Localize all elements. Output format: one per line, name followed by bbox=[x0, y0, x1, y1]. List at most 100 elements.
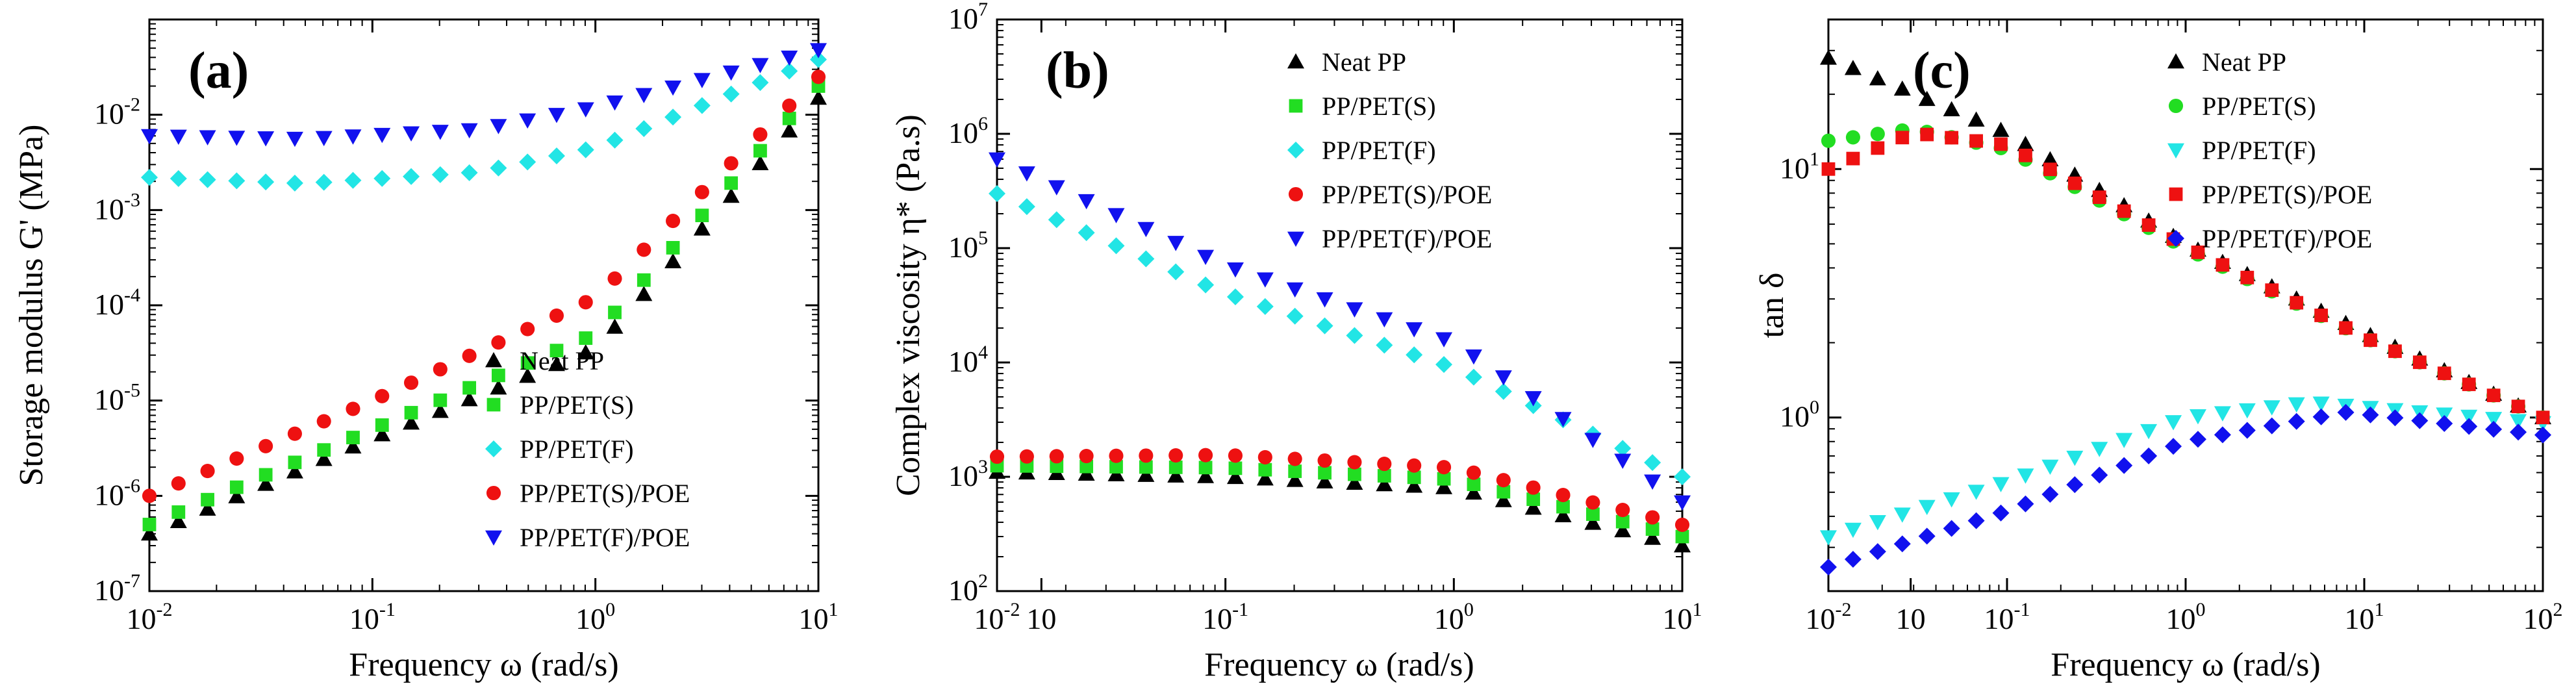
legend: Neat PP PP/PET(S) PP/PET(F) PP/PET(S)/POE PP… bbox=[2167, 47, 2372, 253]
x-tick-label: 101 bbox=[799, 599, 839, 635]
data-point bbox=[1109, 448, 1124, 463]
data-point bbox=[2460, 409, 2478, 425]
data-point bbox=[1018, 198, 1035, 216]
x-tick-label: 10 bbox=[1026, 602, 1056, 635]
data-point bbox=[1495, 370, 1512, 386]
data-point bbox=[1820, 530, 1837, 546]
data-point bbox=[1078, 194, 1095, 210]
data-point bbox=[315, 131, 333, 147]
x-tick-label: 10-2 bbox=[127, 599, 173, 635]
data-point bbox=[1346, 302, 1363, 318]
data-point bbox=[317, 443, 331, 457]
x-tick-label: 10 bbox=[1896, 602, 1926, 635]
data-point bbox=[1197, 468, 1215, 483]
legend-label: PP/PET(S)/POE bbox=[1322, 180, 1492, 209]
data-point bbox=[548, 355, 565, 372]
data-point bbox=[373, 426, 391, 442]
data-point bbox=[1918, 527, 1936, 545]
series-pp-pet-s-poe bbox=[142, 70, 826, 503]
data-point bbox=[2067, 176, 2082, 190]
data-point bbox=[1137, 250, 1155, 268]
data-point bbox=[1869, 515, 1886, 531]
data-point bbox=[751, 58, 769, 73]
data-point bbox=[1992, 121, 2010, 137]
data-point bbox=[1226, 262, 1244, 278]
data-point bbox=[2066, 450, 2084, 466]
data-point bbox=[2436, 415, 2453, 433]
data-point bbox=[491, 335, 506, 350]
data-point bbox=[1346, 327, 1363, 344]
data-point bbox=[403, 168, 420, 185]
data-point bbox=[346, 401, 360, 416]
data-point bbox=[989, 152, 1005, 168]
data-point bbox=[1844, 551, 1862, 568]
data-point bbox=[2140, 447, 2158, 464]
data-point bbox=[722, 187, 740, 203]
data-marks bbox=[141, 43, 827, 541]
data-point bbox=[1674, 468, 1691, 485]
data-point bbox=[724, 156, 739, 171]
data-point bbox=[375, 388, 390, 403]
data-point bbox=[287, 426, 302, 441]
data-point bbox=[1168, 448, 1183, 463]
data-point bbox=[548, 108, 565, 123]
data-point bbox=[491, 368, 505, 383]
data-point bbox=[2017, 136, 2034, 151]
data-point bbox=[1675, 529, 1689, 544]
data-point bbox=[693, 97, 711, 114]
data-point bbox=[403, 126, 420, 142]
data-point bbox=[753, 144, 767, 158]
data-marks bbox=[1820, 49, 2551, 576]
data-point bbox=[810, 43, 827, 58]
data-marks bbox=[989, 152, 1691, 553]
data-point bbox=[519, 367, 537, 383]
data-point bbox=[433, 393, 448, 407]
data-point bbox=[1137, 466, 1155, 482]
data-point bbox=[375, 418, 389, 432]
data-point bbox=[142, 488, 157, 503]
data-point bbox=[2412, 355, 2427, 370]
y-tick-label: 10-4 bbox=[94, 285, 140, 321]
data-point bbox=[1346, 474, 1363, 490]
chart-panel-b: (b) Frequency ω (rad/s) Complex viscosit… bbox=[890, 0, 1926, 683]
data-point bbox=[1945, 131, 1959, 145]
data-point bbox=[1614, 440, 1632, 457]
data-point bbox=[1167, 467, 1185, 483]
data-point bbox=[1018, 166, 1035, 182]
y-tick-label: 10-2 bbox=[94, 94, 140, 131]
data-point bbox=[2486, 388, 2501, 403]
data-point bbox=[1845, 130, 1860, 145]
data-point bbox=[2214, 406, 2231, 422]
data-point bbox=[1139, 448, 1154, 463]
data-point bbox=[1674, 517, 1690, 533]
data-point bbox=[1554, 412, 1572, 427]
data-point bbox=[259, 468, 273, 482]
data-point bbox=[1348, 467, 1361, 481]
legend-marker bbox=[2167, 230, 2184, 247]
data-point bbox=[1895, 131, 1910, 145]
y-tick-label: 106 bbox=[948, 113, 988, 149]
data-point bbox=[520, 356, 535, 370]
data-point bbox=[635, 285, 653, 301]
data-point bbox=[1465, 368, 1482, 386]
data-point bbox=[170, 170, 187, 187]
data-point bbox=[1256, 470, 1274, 486]
data-point bbox=[2411, 412, 2429, 429]
data-point bbox=[549, 308, 564, 323]
data-point bbox=[431, 402, 449, 418]
x-tick-label: 101 bbox=[2345, 599, 2384, 635]
series-pp-pet-f-poe bbox=[141, 43, 827, 147]
data-point bbox=[316, 414, 331, 429]
series-pp-pet-s-poe bbox=[989, 448, 1690, 533]
data-point bbox=[228, 131, 246, 146]
data-point bbox=[1526, 492, 1541, 506]
data-point bbox=[1524, 499, 1542, 515]
data-point bbox=[2339, 321, 2353, 335]
data-point bbox=[548, 147, 565, 164]
data-point bbox=[1050, 459, 1064, 474]
data-point bbox=[1644, 454, 1661, 472]
legend-label: PP/PET(S)/POE bbox=[520, 479, 690, 508]
data-point bbox=[1406, 322, 1423, 338]
x-tick-label: 10-1 bbox=[1984, 599, 2030, 635]
data-point bbox=[200, 464, 215, 479]
